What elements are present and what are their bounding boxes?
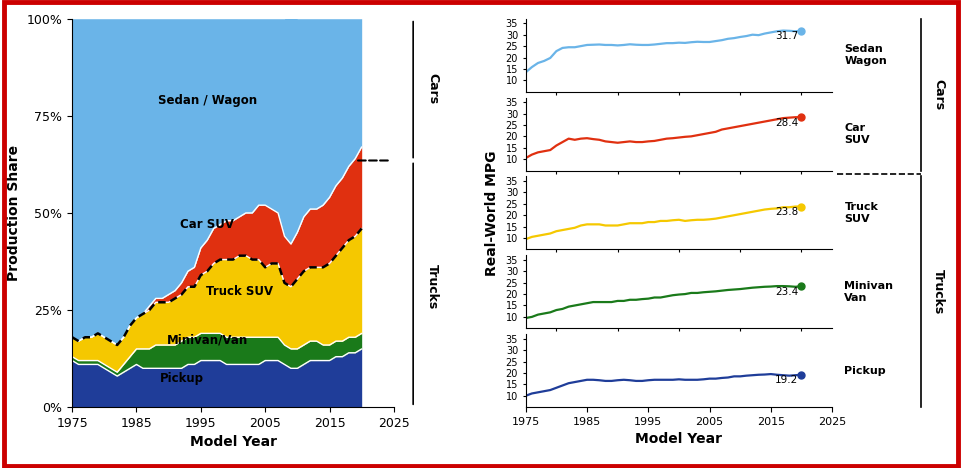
Text: 31.7: 31.7 [775, 31, 798, 42]
Text: Minivan
Van: Minivan Van [844, 281, 893, 303]
Text: Truck
SUV: Truck SUV [844, 202, 877, 224]
Y-axis label: Production Share: Production Share [7, 145, 21, 281]
Text: 23.4: 23.4 [775, 287, 798, 297]
Text: Trucks: Trucks [931, 269, 945, 314]
Text: Sedan
Wagon: Sedan Wagon [844, 44, 886, 66]
X-axis label: Model Year: Model Year [189, 435, 276, 449]
Text: 28.4: 28.4 [775, 118, 798, 128]
Text: Cars: Cars [426, 73, 438, 104]
Text: Pickup: Pickup [844, 366, 885, 376]
Text: Real-World MPG: Real-World MPG [484, 150, 499, 276]
Text: Minivan/Van: Minivan/Van [166, 333, 248, 346]
Text: Sedan / Wagon: Sedan / Wagon [158, 94, 257, 107]
Text: Car SUV: Car SUV [180, 219, 234, 232]
Text: Car
SUV: Car SUV [844, 123, 869, 145]
Text: Cars: Cars [931, 79, 945, 110]
Text: Trucks: Trucks [426, 264, 438, 309]
Text: Truck SUV: Truck SUV [206, 285, 273, 298]
Text: 19.2: 19.2 [775, 375, 798, 386]
X-axis label: Model Year: Model Year [635, 432, 722, 446]
Text: 23.8: 23.8 [775, 207, 798, 217]
Text: Pickup: Pickup [160, 372, 204, 385]
